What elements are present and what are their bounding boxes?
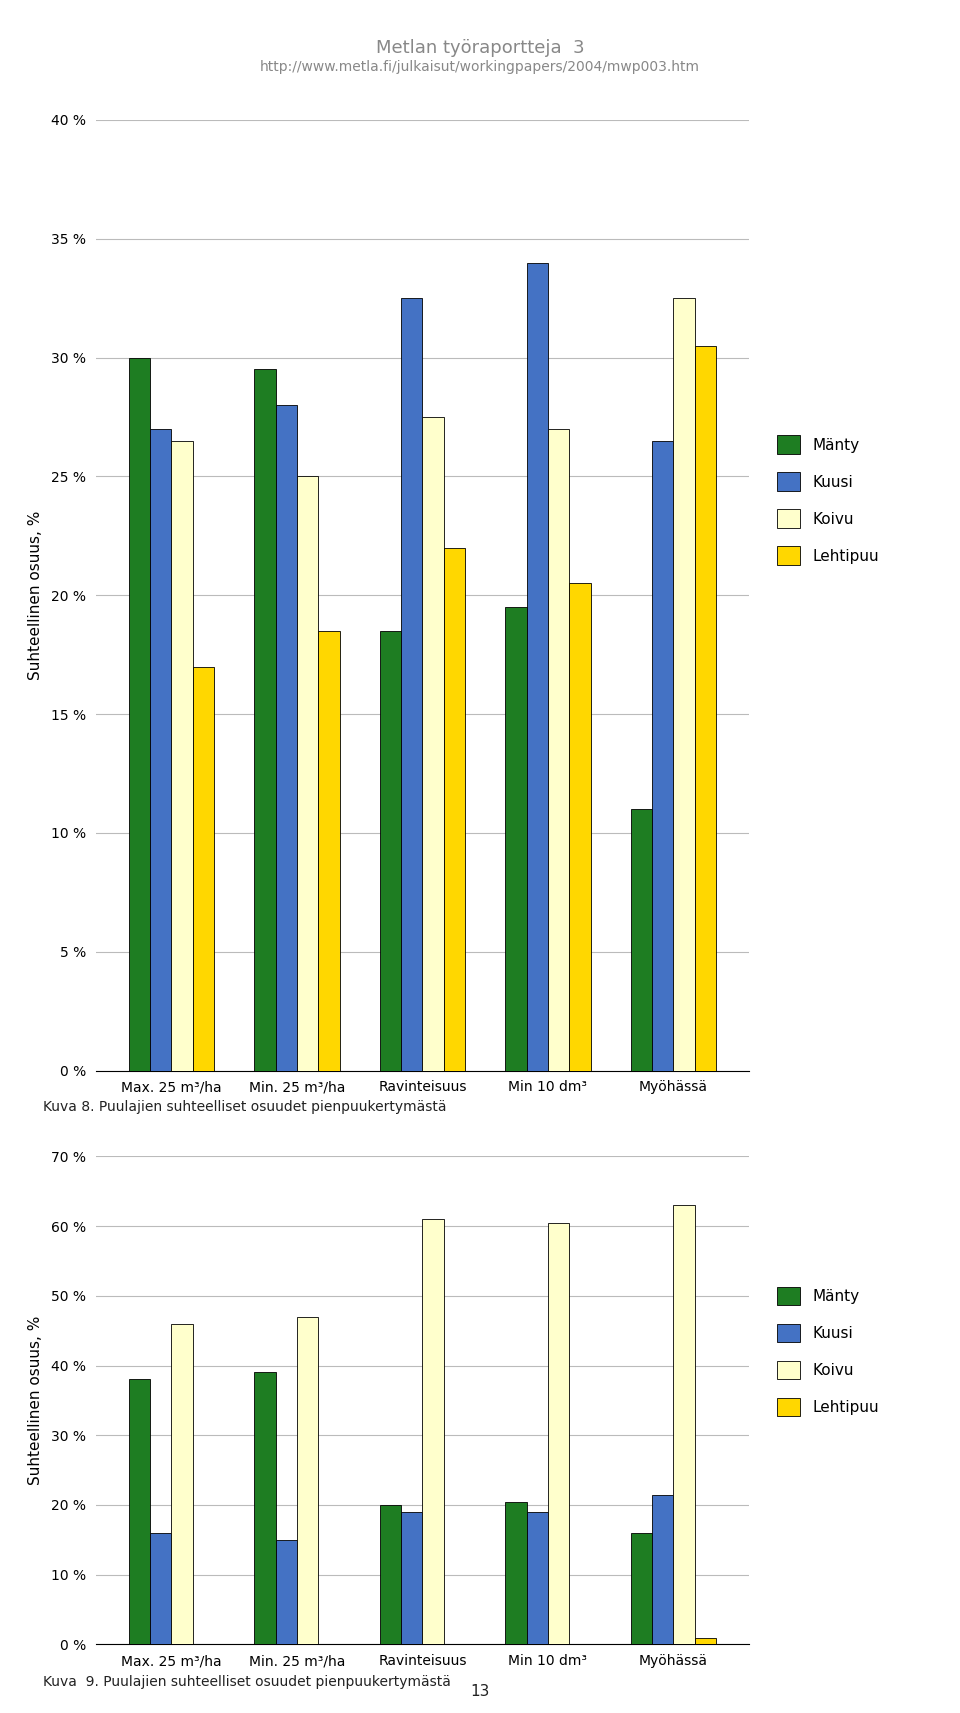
Bar <box>674 298 695 1071</box>
Bar <box>171 1324 193 1644</box>
Text: Kuva  9. Puulajien suhteelliset osuudet pienpuukertymästä: Kuva 9. Puulajien suhteelliset osuudet p… <box>43 1675 455 1689</box>
Bar <box>401 1513 422 1644</box>
Bar <box>254 370 276 1071</box>
Bar <box>401 298 422 1071</box>
Bar <box>129 1379 150 1644</box>
Legend: Mänty, Kuusi, Koivu, Lehtipuu: Mänty, Kuusi, Koivu, Lehtipuu <box>770 428 886 572</box>
Bar <box>505 1502 527 1644</box>
Y-axis label: Suhteellinen osuus, %: Suhteellinen osuus, % <box>28 510 43 680</box>
Bar <box>150 428 171 1071</box>
Bar <box>193 666 214 1071</box>
Bar <box>422 1220 444 1644</box>
Bar <box>527 262 548 1071</box>
Bar <box>297 476 318 1071</box>
Bar <box>695 1638 716 1644</box>
Bar <box>380 630 401 1071</box>
Bar <box>297 1317 318 1644</box>
Bar <box>444 548 465 1071</box>
Bar <box>527 1513 548 1644</box>
Bar <box>254 1372 276 1644</box>
Bar <box>276 1540 297 1644</box>
Bar <box>652 1494 674 1644</box>
Bar <box>422 416 444 1071</box>
Text: Kuva 8. Puulajien suhteelliset osuudet pienpuukertymästä: Kuva 8. Puulajien suhteelliset osuudet p… <box>43 1100 451 1113</box>
Bar <box>548 428 569 1071</box>
Bar <box>318 630 340 1071</box>
Bar <box>631 1533 652 1644</box>
Bar <box>631 809 652 1071</box>
Bar <box>674 1206 695 1644</box>
Text: http://www.metla.fi/julkaisut/workingpapers/2004/mwp003.htm: http://www.metla.fi/julkaisut/workingpap… <box>260 60 700 74</box>
Bar <box>171 440 193 1071</box>
Y-axis label: Suhteellinen osuus, %: Suhteellinen osuus, % <box>28 1316 43 1485</box>
Bar <box>505 606 527 1071</box>
Bar <box>129 358 150 1071</box>
Bar <box>150 1533 171 1644</box>
Text: 13: 13 <box>470 1684 490 1699</box>
Legend: Mänty, Kuusi, Koivu, Lehtipuu: Mänty, Kuusi, Koivu, Lehtipuu <box>770 1280 886 1424</box>
Text: Metlan työraportteja  3: Metlan työraportteja 3 <box>375 39 585 58</box>
Bar <box>569 584 590 1071</box>
Bar <box>652 440 674 1071</box>
Bar <box>695 346 716 1071</box>
Bar <box>548 1223 569 1644</box>
Bar <box>380 1506 401 1644</box>
Bar <box>276 404 297 1071</box>
